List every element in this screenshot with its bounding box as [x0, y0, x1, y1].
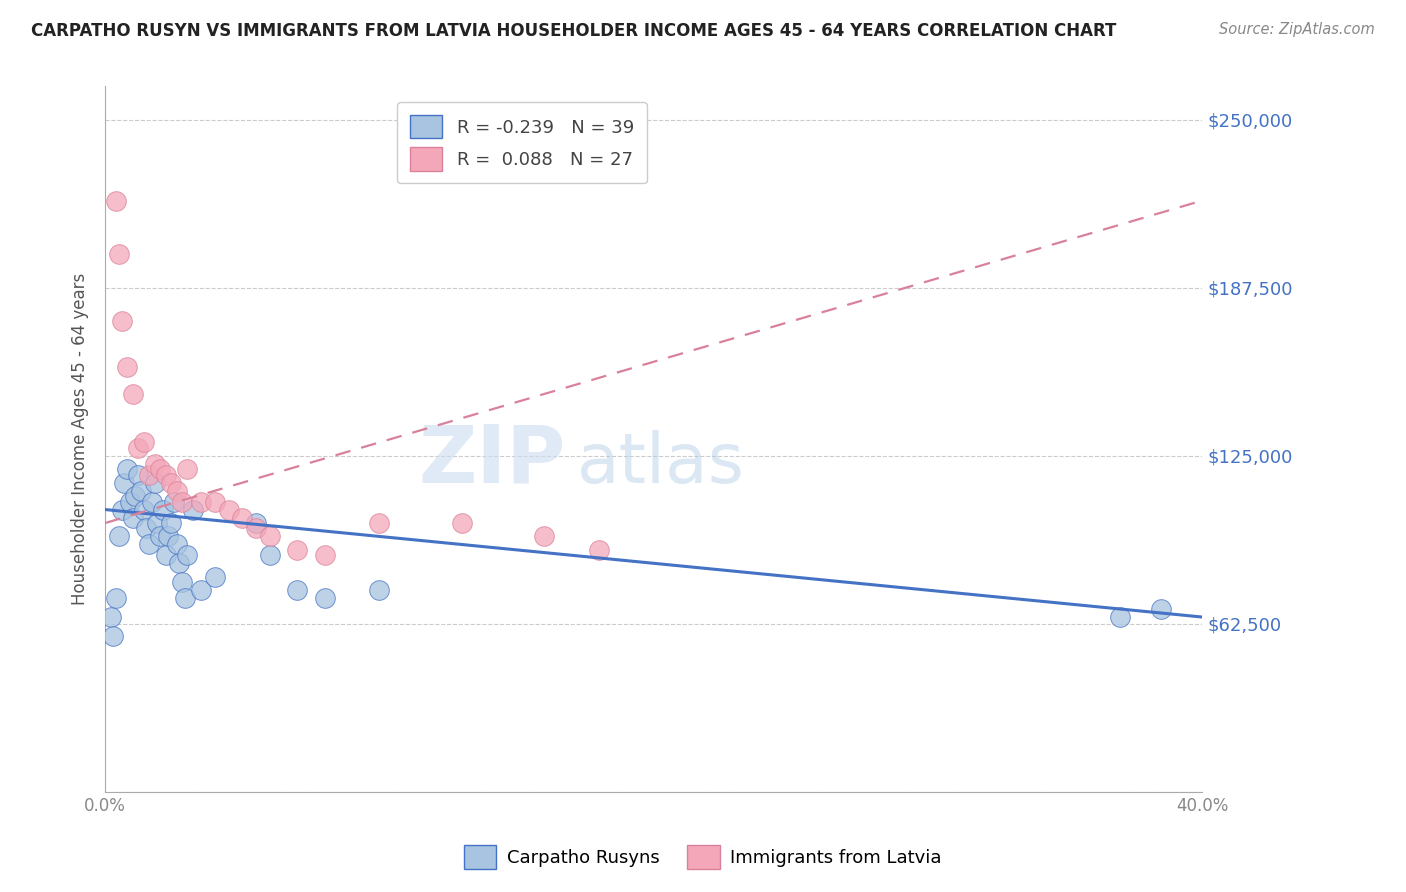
- Point: [176, 462, 198, 476]
- Point: [204, 494, 226, 508]
- Point: [259, 548, 281, 562]
- Point: [105, 194, 128, 208]
- Point: [149, 462, 172, 476]
- Point: [115, 360, 138, 375]
- Y-axis label: Householder Income Ages 45 - 64 years: Householder Income Ages 45 - 64 years: [72, 273, 89, 605]
- Legend: Carpatho Rusyns, Immigrants from Latvia: Carpatho Rusyns, Immigrants from Latvia: [457, 838, 949, 876]
- Point: [160, 516, 183, 530]
- Point: [166, 537, 188, 551]
- Point: [141, 494, 163, 508]
- Point: [112, 475, 135, 490]
- Point: [129, 483, 152, 498]
- Point: [132, 435, 155, 450]
- Point: [121, 387, 143, 401]
- Point: [118, 494, 141, 508]
- Point: [190, 583, 212, 598]
- Point: [103, 629, 125, 643]
- Point: [100, 610, 122, 624]
- Point: [155, 467, 177, 482]
- Point: [368, 516, 391, 530]
- Point: [127, 467, 149, 482]
- Point: [111, 314, 134, 328]
- Point: [450, 516, 472, 530]
- Point: [285, 542, 308, 557]
- Point: [245, 516, 267, 530]
- Point: [314, 591, 336, 606]
- Point: [108, 529, 131, 543]
- Point: [204, 570, 226, 584]
- Point: [121, 510, 143, 524]
- Point: [160, 475, 183, 490]
- Point: [132, 502, 155, 516]
- Point: [218, 502, 240, 516]
- Text: ZIP: ZIP: [419, 421, 567, 500]
- Text: Source: ZipAtlas.com: Source: ZipAtlas.com: [1219, 22, 1375, 37]
- Point: [115, 462, 138, 476]
- Point: [105, 591, 128, 606]
- Point: [111, 502, 134, 516]
- Point: [143, 475, 166, 490]
- Point: [155, 548, 177, 562]
- Point: [127, 441, 149, 455]
- Point: [190, 494, 212, 508]
- Point: [108, 247, 131, 261]
- Point: [1150, 602, 1173, 616]
- Point: [138, 537, 160, 551]
- Point: [135, 521, 157, 535]
- Point: [173, 591, 195, 606]
- Text: atlas: atlas: [576, 430, 745, 497]
- Point: [143, 457, 166, 471]
- Point: [533, 529, 555, 543]
- Point: [314, 548, 336, 562]
- Point: [157, 529, 180, 543]
- Point: [167, 557, 190, 571]
- Point: [588, 542, 610, 557]
- Point: [170, 494, 193, 508]
- Point: [138, 467, 160, 482]
- Point: [285, 583, 308, 598]
- Point: [368, 583, 391, 598]
- Point: [245, 521, 267, 535]
- Point: [170, 575, 193, 590]
- Text: CARPATHO RUSYN VS IMMIGRANTS FROM LATVIA HOUSEHOLDER INCOME AGES 45 - 64 YEARS C: CARPATHO RUSYN VS IMMIGRANTS FROM LATVIA…: [31, 22, 1116, 40]
- Point: [163, 494, 186, 508]
- Point: [259, 529, 281, 543]
- Point: [166, 483, 188, 498]
- Point: [231, 510, 253, 524]
- Point: [181, 502, 204, 516]
- Legend: R = -0.239   N = 39, R =  0.088   N = 27: R = -0.239 N = 39, R = 0.088 N = 27: [398, 103, 647, 183]
- Point: [176, 548, 198, 562]
- Point: [149, 529, 172, 543]
- Point: [1109, 610, 1132, 624]
- Point: [146, 516, 169, 530]
- Point: [124, 489, 146, 503]
- Point: [152, 502, 174, 516]
